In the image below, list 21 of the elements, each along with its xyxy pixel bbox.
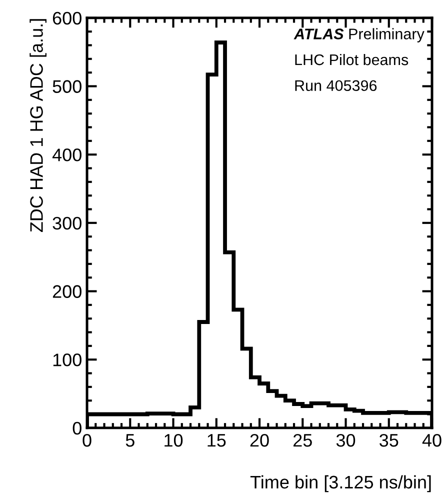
x-tick-label: 30: [336, 434, 356, 447]
y-tick-label: 100: [53, 354, 82, 366]
x-tick-label: 0: [82, 434, 92, 447]
y-tick-label: 200: [52, 285, 82, 298]
annotation: Run 405396: [295, 80, 377, 92]
y-axis-title: ZDC HAD 1 HG ADC [a.u.]: [30, 19, 46, 232]
y-tick-label: 300: [52, 216, 82, 230]
x-tick-label: 15: [208, 434, 226, 447]
y-tick-label: 400: [52, 148, 82, 162]
annotation: ATLAS Preliminary: [294, 28, 424, 42]
x-tick-label: 25: [294, 434, 312, 447]
x-tick-label: 20: [250, 434, 269, 447]
y-tick-label: 0: [72, 422, 82, 435]
annotation: LHC Pilot beams: [295, 54, 408, 66]
y-tick-label: 600: [52, 12, 82, 25]
x-tick-label: 35: [380, 434, 398, 447]
x-tick-label: 40: [422, 434, 442, 447]
x-axis-title: Time bin [3.125 ns/bin]: [250, 475, 431, 492]
y-tick-label: 500: [52, 80, 82, 93]
x-tick-label: 10: [164, 434, 183, 447]
x-tick-label: 5: [126, 434, 134, 447]
